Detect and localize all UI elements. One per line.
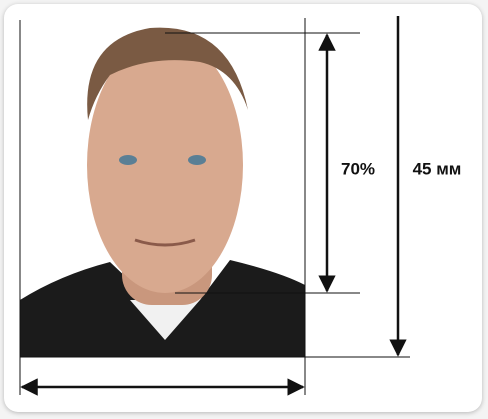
eye bbox=[119, 155, 137, 165]
height-label: 45 мм bbox=[413, 159, 462, 178]
eye bbox=[188, 155, 206, 165]
face bbox=[87, 37, 243, 293]
guides bbox=[19, 18, 410, 395]
shirt bbox=[130, 300, 200, 340]
hair bbox=[87, 27, 248, 121]
arrows bbox=[20, 16, 407, 396]
face-ratio-label: 70% bbox=[341, 159, 375, 178]
photo bbox=[20, 18, 305, 357]
mouth bbox=[134, 238, 196, 247]
